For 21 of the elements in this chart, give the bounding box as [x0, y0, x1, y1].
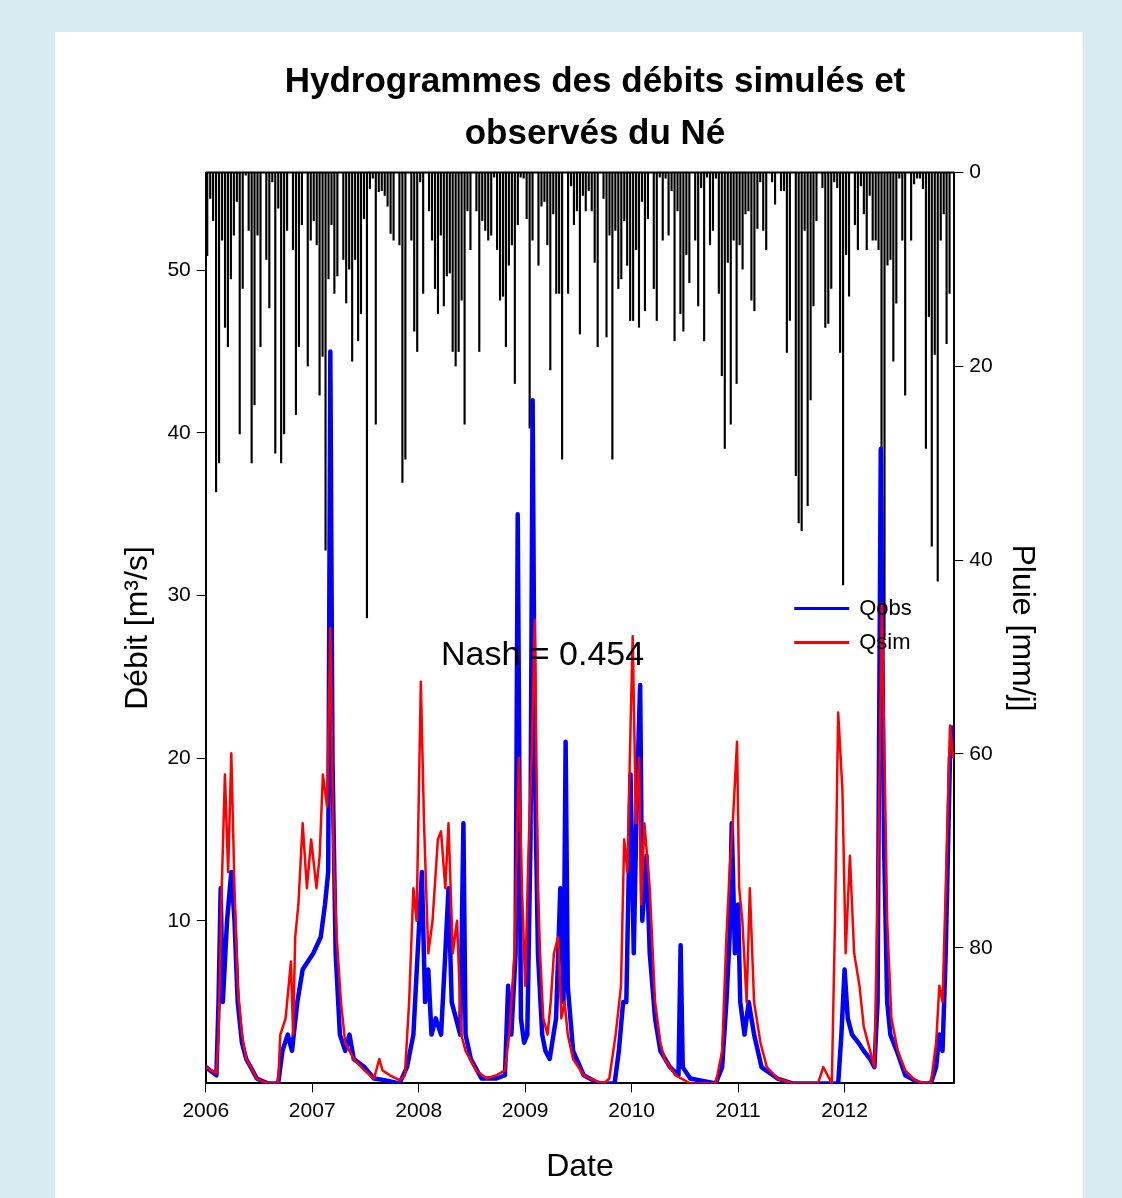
y-tick-label: 40 — [167, 419, 191, 443]
y-tick-label: 10 — [167, 907, 191, 931]
y2-tick-label: 0 — [969, 159, 981, 183]
x-tick-label: 2012 — [821, 1097, 868, 1121]
y-tick-label: 50 — [167, 256, 191, 280]
y2-axis-title: Pluie [mm/j] — [1005, 544, 1042, 712]
y2-tick-label: 80 — [969, 934, 993, 958]
y-axis-title: Débit [m³/s] — [118, 546, 155, 710]
y-tick-label: 30 — [167, 582, 191, 606]
x-tick-label: 2008 — [395, 1097, 443, 1121]
y2-tick-label: 60 — [969, 740, 993, 764]
chart-title: Hydrogrammes des débits simulés et observés du Né — [283, 59, 907, 153]
x-tick-label: 2010 — [608, 1097, 655, 1121]
x-tick-label: 2006 — [182, 1097, 230, 1121]
x-tick-label: 2009 — [501, 1097, 549, 1121]
y2-tick-label: 20 — [969, 353, 993, 377]
x-tick-label: 2007 — [288, 1097, 336, 1121]
y-tick-label: 20 — [167, 744, 191, 768]
x-axis-title: Date — [546, 1146, 614, 1183]
x-tick-label: 2011 — [715, 1097, 761, 1121]
y2-tick-label: 40 — [969, 546, 993, 570]
